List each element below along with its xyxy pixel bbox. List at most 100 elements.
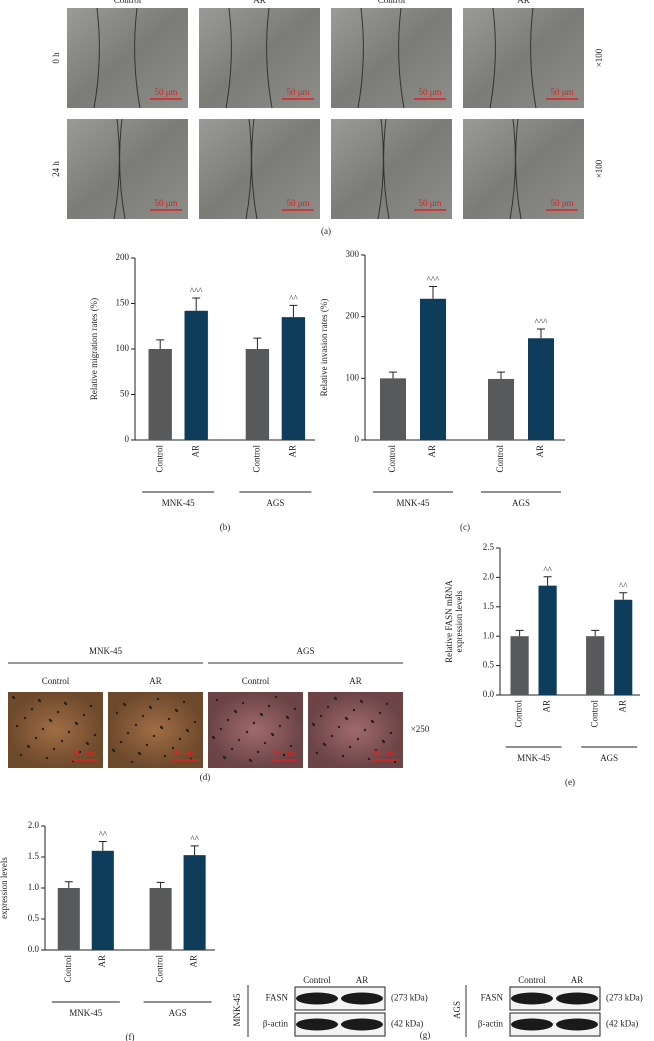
- cell-dot: [312, 723, 316, 727]
- cell-dot: [237, 738, 241, 742]
- column-label: Control: [242, 676, 270, 686]
- y-tick-label: 0: [355, 434, 360, 444]
- cell-dot: [30, 707, 34, 711]
- cell-dot: [348, 745, 352, 749]
- x-tick-label: Control: [154, 445, 164, 473]
- cell-dot: [241, 701, 245, 705]
- bar: [183, 855, 206, 950]
- y-tick-label: 2.0: [483, 571, 495, 581]
- significance: ^^: [543, 565, 552, 575]
- micrograph: [208, 692, 303, 768]
- bar: [586, 636, 605, 695]
- cell-dot: [45, 756, 49, 760]
- y-tick-label: 200: [116, 252, 130, 262]
- cell-dot: [252, 721, 256, 725]
- cell-dot: [41, 727, 45, 731]
- x-tick-label: Control: [155, 955, 165, 983]
- lane-label: Control: [518, 975, 546, 985]
- blot-band: [296, 992, 338, 1005]
- error-bar: [192, 297, 201, 311]
- cell-dot: [356, 737, 360, 741]
- y-axis-label: Relative migration rates (%): [89, 298, 99, 400]
- wound-edge: [266, 7, 273, 109]
- y-tick-label: 100: [116, 343, 130, 353]
- cell-dot: [282, 753, 286, 757]
- cell-dot: [363, 728, 367, 732]
- significance: ^^: [289, 293, 298, 303]
- group-label: MNK-45: [397, 498, 430, 508]
- significance: ^^: [99, 830, 108, 840]
- protein-label: FASN: [481, 993, 504, 1003]
- cell-dot: [15, 724, 19, 728]
- blot-band: [556, 992, 598, 1005]
- blot-band: [296, 1018, 338, 1031]
- wound-edge: [383, 118, 390, 220]
- y-axis-label: Relative invasion rates (%): [319, 299, 329, 397]
- error-bar: [515, 629, 524, 637]
- cell-dot: [19, 753, 23, 757]
- x-tick-label: AR: [427, 445, 437, 458]
- micrograph: [199, 8, 320, 108]
- y-tick-label: 2.0: [28, 820, 40, 830]
- group-label: AGS: [296, 646, 314, 656]
- lane-label: AR: [571, 975, 584, 985]
- cell-dot: [315, 751, 319, 755]
- scale-bar-label: 50 μm: [550, 87, 573, 97]
- x-tick-label: AR: [617, 700, 627, 713]
- cell-dot: [230, 747, 234, 751]
- wound-edge: [245, 118, 252, 220]
- cell-dot: [78, 750, 82, 754]
- cell-dot: [75, 722, 79, 726]
- size-label: (273 kDa): [606, 993, 643, 1003]
- cell-dot: [27, 745, 31, 749]
- significance: ^^^: [190, 286, 203, 296]
- micrograph: [463, 8, 584, 108]
- cell-dot: [345, 717, 349, 721]
- cell-dot: [67, 730, 71, 734]
- scale-bar-label: 50 μm: [73, 748, 96, 758]
- y-tick-label: 1.5: [28, 851, 40, 861]
- wound-edge: [509, 118, 516, 220]
- significance: ^^: [190, 834, 199, 844]
- cell-dot: [223, 756, 227, 760]
- cell-dot: [226, 718, 230, 722]
- y-axis-label: expression levels: [0, 857, 9, 919]
- blot-band: [511, 992, 553, 1005]
- cell-dot: [186, 729, 190, 733]
- magnification: ×250: [411, 724, 430, 734]
- column-label: Control: [114, 0, 142, 5]
- x-tick-label: AR: [189, 955, 199, 968]
- blot-band: [556, 1018, 598, 1031]
- wound-edge: [93, 7, 100, 109]
- magnification: ×100: [594, 48, 604, 67]
- cell-dot: [56, 710, 60, 714]
- scale-bar-label: 50 μm: [173, 748, 196, 758]
- significance: ^^^: [427, 275, 440, 285]
- scale-bar-label: 50 μm: [418, 87, 441, 97]
- group-label: AGS: [512, 498, 530, 508]
- x-tick-label: Control: [251, 445, 261, 473]
- micrograph: [331, 119, 452, 219]
- micrograph: [199, 119, 320, 219]
- column-label: Control: [42, 676, 70, 686]
- wound-edge: [251, 118, 258, 220]
- cell-dot: [393, 760, 397, 764]
- bar: [281, 317, 306, 440]
- cell-dot: [82, 713, 86, 717]
- bar: [57, 888, 80, 950]
- cell-dot: [152, 734, 156, 738]
- cell-dot: [267, 704, 271, 708]
- wound-edge: [113, 118, 120, 220]
- group-label: AGS: [169, 1008, 187, 1018]
- y-tick-label: 0.5: [483, 660, 495, 670]
- cell-dot: [156, 697, 160, 701]
- cell-dot: [86, 742, 90, 746]
- micrograph: [67, 119, 188, 219]
- scale-bar-label: 50 μm: [154, 87, 177, 97]
- cell-dot: [160, 726, 164, 730]
- micrograph: [463, 119, 584, 219]
- cell-dot: [323, 743, 327, 747]
- wound-edge: [489, 7, 496, 109]
- bar: [245, 349, 270, 440]
